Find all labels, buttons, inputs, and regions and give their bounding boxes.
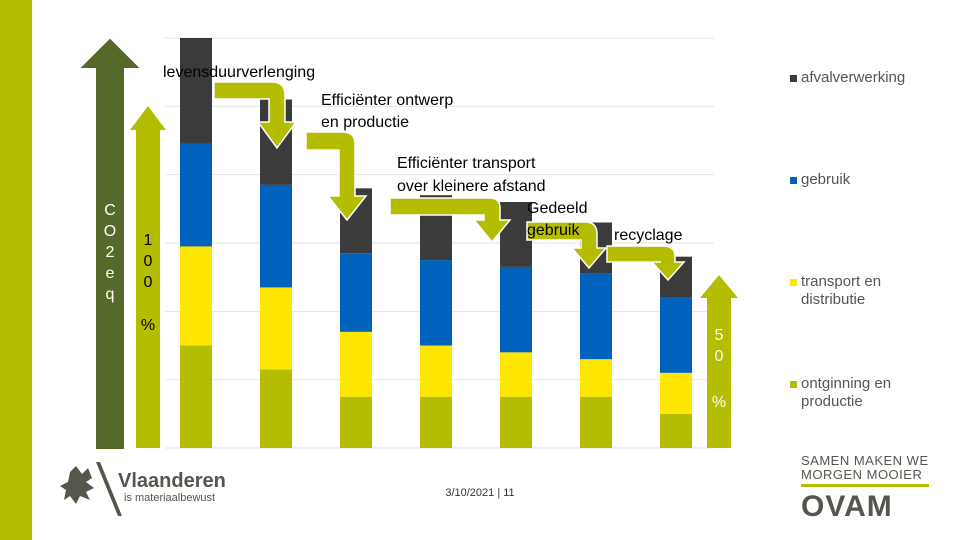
bar-3-gebruik — [340, 253, 372, 332]
co2-label-o: O — [104, 223, 116, 240]
bar-6-ontginning — [580, 396, 612, 448]
bar-2-ontginning — [260, 369, 292, 448]
hundred-label-pct: % — [141, 317, 155, 334]
annotation-transport-line2: over kleinere afstand — [397, 178, 546, 195]
ovam-rule — [801, 484, 929, 487]
bar-5-transport — [500, 352, 532, 397]
step-arrow-4 — [526, 221, 608, 270]
step-arrow-5 — [606, 245, 686, 282]
co2-arrow-shape — [80, 38, 140, 449]
step-arrow-3 — [389, 197, 512, 244]
annotation-gedeeld-line1: Gedeeld — [527, 200, 588, 217]
legend-swatch-afvalverwerking — [790, 75, 797, 82]
legend: afvalverwerking gebruik transport endistri… — [790, 69, 905, 410]
vlaanderen-title: Vlaanderen — [118, 470, 226, 492]
step-arrow-2 — [305, 131, 368, 222]
hundred-label-0b: 0 — [144, 274, 153, 291]
co2-label-q: q — [106, 286, 115, 303]
bar-4-transport — [420, 345, 452, 397]
vlaanderen-subtitle: is materiaalbewust — [124, 492, 215, 504]
annotation-ontwerp-line2: en productie — [321, 114, 409, 131]
legend-swatch-gebruik — [790, 177, 797, 184]
bar-3-ontginning — [340, 396, 372, 448]
bar-5-ontginning — [500, 396, 532, 448]
bar-2-transport — [260, 287, 292, 370]
legend-label-afvalverwerking: afvalverwerking — [801, 69, 905, 86]
annotation-gedeeld-line2: gebruik — [527, 222, 580, 239]
bar-6-gebruik — [580, 273, 612, 360]
legend-label-transport-line2: distributie — [801, 291, 865, 308]
hundred-label-0a: 0 — [144, 253, 153, 270]
bar-3-transport — [340, 331, 372, 397]
bar-5-gebruik — [500, 266, 532, 353]
legend-label-gebruik: gebruik — [801, 171, 851, 188]
ovam-wordmark: OVAM — [801, 490, 893, 523]
legend-label-ontginning-line2: productie — [801, 393, 863, 410]
hundred-label-1: 1 — [144, 232, 153, 249]
annotation-transport-line1: Efficiënter transport — [397, 155, 536, 172]
step-arrow-1 — [213, 81, 298, 150]
co2-label-c: C — [104, 202, 116, 219]
annotation-levensduur: levensduurverlenging — [163, 64, 315, 81]
bar-7-transport — [660, 372, 692, 414]
legend-label-ontginning: ontginning en — [801, 375, 891, 392]
ovam-slogan-line1: SAMEN MAKEN WE — [801, 453, 929, 468]
ovam-slogan-line2: MORGEN MOOIER — [801, 467, 922, 482]
bar-1-transport — [180, 246, 212, 346]
annotation-recyclage: recyclage — [614, 227, 683, 244]
footer-date-page: 3/10/2021 | 11 — [445, 487, 514, 499]
fifty-label-5: 5 — [715, 327, 724, 344]
legend-swatch-ontginning — [790, 381, 797, 388]
bar-6-transport — [580, 359, 612, 397]
step-arrows — [213, 81, 686, 282]
co2-axis-arrow: C O 2 e q — [80, 38, 140, 449]
bar-1-afvalverwerking — [180, 38, 212, 144]
bar-1-ontginning — [180, 345, 212, 448]
co2-label-e: e — [106, 265, 115, 282]
fifty-percent-arrow-shape — [700, 275, 738, 448]
fifty-percent-arrow: 5 0 % — [700, 275, 738, 448]
ovam-logo: SAMEN MAKEN WE MORGEN MOOIER OVAM — [801, 453, 929, 523]
co2-label-2: 2 — [106, 244, 115, 261]
hundred-percent-arrow: 1 0 0 % — [130, 106, 166, 448]
lion-icon — [60, 462, 122, 516]
bar-2-gebruik — [260, 184, 292, 288]
fifty-label-pct: % — [712, 394, 726, 411]
legend-swatch-transport — [790, 279, 797, 286]
annotation-ontwerp-line1: Efficiënter ontwerp — [321, 92, 453, 109]
vlaanderen-logo: Vlaanderen is materiaalbewust — [60, 462, 226, 516]
bar-4-gebruik — [420, 260, 452, 346]
bar-7-ontginning — [660, 413, 692, 448]
bar-7-gebruik — [660, 297, 692, 373]
hundred-percent-arrow-shape — [130, 106, 166, 448]
bar-1-gebruik — [180, 143, 212, 247]
left-accent-bar — [0, 0, 32, 540]
bar-4-ontginning — [420, 396, 452, 448]
bars — [180, 38, 692, 448]
fifty-label-0: 0 — [715, 348, 724, 365]
legend-label-transport: transport en — [801, 273, 881, 290]
